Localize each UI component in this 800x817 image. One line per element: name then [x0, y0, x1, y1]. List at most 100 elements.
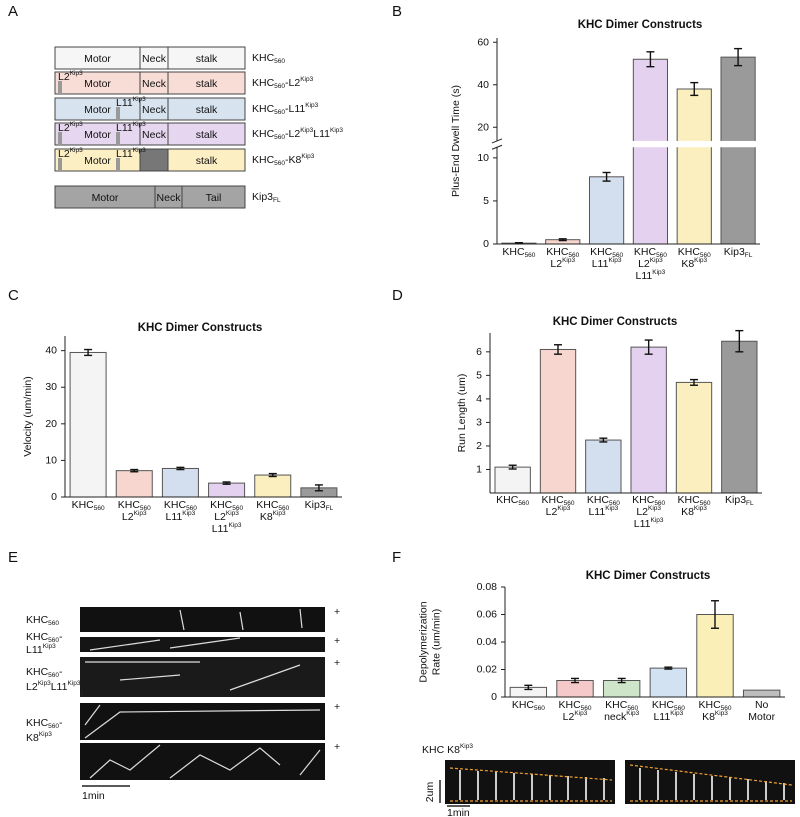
- x-tick-label: KHC560: [546, 246, 579, 259]
- x-tick-label: KHC560: [496, 494, 529, 507]
- x-tick-label: L2Kip3: [550, 257, 575, 270]
- construct-name: KHC560-L2Kip3L11Kip3: [252, 127, 343, 141]
- x-tick-label: L11Kip3: [634, 517, 664, 530]
- x-tick-label: L2Kip3: [214, 510, 239, 523]
- chart-title: KHC Dimer Constructs: [138, 322, 263, 334]
- y-tick-label: 0.04: [477, 636, 498, 648]
- x-tick-label: KHC560: [634, 246, 667, 259]
- x-tick-label: KHC560: [72, 499, 105, 512]
- x-tick-label: KHC560: [587, 494, 620, 507]
- loop-insert: [116, 158, 120, 171]
- x-tick-label: Motor: [748, 711, 775, 723]
- panel-label: C: [8, 287, 19, 304]
- loop-insert: [116, 107, 120, 120]
- x-tick-label: Kip3FL: [724, 246, 753, 259]
- bar: [585, 439, 622, 494]
- bar: [115, 470, 153, 498]
- loop-insert: [58, 158, 62, 171]
- bar: [539, 348, 577, 494]
- y-tick-label: 1: [476, 463, 482, 475]
- loop-insert: [116, 132, 120, 145]
- x-tick-label: L11Kip3: [588, 505, 618, 518]
- domain-label: Motor: [84, 129, 111, 141]
- y-tick-label: 0.08: [477, 581, 498, 593]
- y-tick-label: 0.06: [477, 608, 498, 620]
- bar: [742, 689, 781, 698]
- plus-end-marker: +: [334, 701, 340, 713]
- x-tick-label: KHC560: [541, 494, 574, 507]
- y-axis-label: Run Length (um): [456, 374, 468, 453]
- kymograph-label: K8Kip3: [26, 731, 52, 744]
- domain-label: Motor: [92, 192, 119, 204]
- x-tick-label: neckKip3: [604, 710, 640, 723]
- domain-label: Neck: [157, 192, 182, 204]
- bar: [254, 474, 292, 498]
- image-label: KHC K8Kip3: [422, 743, 473, 756]
- chart-title: KHC Dimer Constructs: [553, 316, 678, 328]
- domain-label: stalk: [196, 53, 218, 65]
- domain-label: stalk: [196, 104, 218, 116]
- kymograph-label: L2Kip3L11Kip3: [26, 680, 81, 693]
- break-mark: [491, 144, 503, 150]
- x-tick-label: L11Kip3: [653, 710, 683, 723]
- x-tick-label: L11Kip3: [592, 257, 622, 270]
- x-tick-label: KHC560: [210, 499, 243, 512]
- bar: [720, 56, 756, 245]
- domain-box: [167, 122, 246, 146]
- x-tick-label: KHC560: [677, 494, 710, 507]
- y-axis-label: Rate (um/min): [430, 609, 442, 676]
- domain-box: [167, 148, 246, 172]
- domain-box: [167, 46, 246, 70]
- x-tick-label: L11Kip3: [166, 510, 196, 523]
- axis-break: [491, 140, 762, 148]
- y-axis-label: Velocity (um/min): [22, 376, 34, 457]
- construct-name: KHC560: [252, 52, 285, 65]
- construct-name: KHC560-K8Kip3: [252, 153, 315, 167]
- y-tick-label: 60: [477, 36, 489, 48]
- plus-end-marker: +: [334, 606, 340, 618]
- x-tick-label: L11Kip3: [636, 269, 666, 282]
- bar: [494, 466, 531, 494]
- panel-label: F: [392, 549, 401, 566]
- y-tick-label: 6: [476, 346, 482, 358]
- x-tick-label: Kip3FL: [725, 494, 754, 507]
- y-tick-label: 0: [491, 691, 497, 703]
- domain-label: Motor: [84, 53, 111, 65]
- y-tick-label: 10: [477, 152, 489, 164]
- chart-title: KHC Dimer Constructs: [586, 570, 711, 582]
- y-tick-label: 3: [476, 416, 482, 428]
- x-tick-label: KHC560: [632, 494, 665, 507]
- y-tick-label: 20: [477, 121, 489, 133]
- bar: [675, 381, 713, 494]
- domain-label: Neck: [142, 129, 167, 141]
- kymograph-label: KHC560-: [26, 666, 63, 679]
- construct-name: KHC560-L2Kip3: [252, 76, 314, 90]
- y-tick-label: 10: [45, 454, 57, 466]
- kymograph-label: KHC560-: [26, 631, 63, 644]
- y-tick-label: 0: [51, 491, 57, 503]
- x-tick-label: KHC560: [512, 699, 545, 712]
- insert-label: L2Kip3: [58, 147, 83, 160]
- panel-label: B: [392, 3, 402, 20]
- scale-label: 1min: [447, 807, 470, 817]
- bar: [649, 667, 688, 698]
- y-tick-label: 30: [45, 381, 57, 393]
- scale-label: 2um: [424, 782, 436, 803]
- x-tick-label: L2Kip3: [636, 505, 661, 518]
- y-axis-label: Plus-End Dwell Time (s): [450, 85, 462, 197]
- insert-label: L11Kip3: [116, 96, 146, 109]
- x-tick-label: L2Kip3: [122, 510, 147, 523]
- domain-label: stalk: [196, 78, 218, 90]
- x-tick-label: No: [755, 699, 769, 711]
- x-tick-label: L11Kip3: [212, 522, 242, 535]
- y-axis-label: Depolymerization: [417, 601, 429, 682]
- x-tick-label: L2Kip3: [638, 257, 663, 270]
- y-tick-label: 2: [476, 440, 482, 452]
- domain-label: stalk: [196, 155, 218, 167]
- domain-label: Neck: [142, 78, 167, 90]
- y-tick-label: 0: [483, 238, 489, 250]
- x-tick-label: K8Kip3: [681, 505, 707, 518]
- x-tick-label: KHC560: [590, 246, 623, 259]
- bar: [161, 467, 199, 498]
